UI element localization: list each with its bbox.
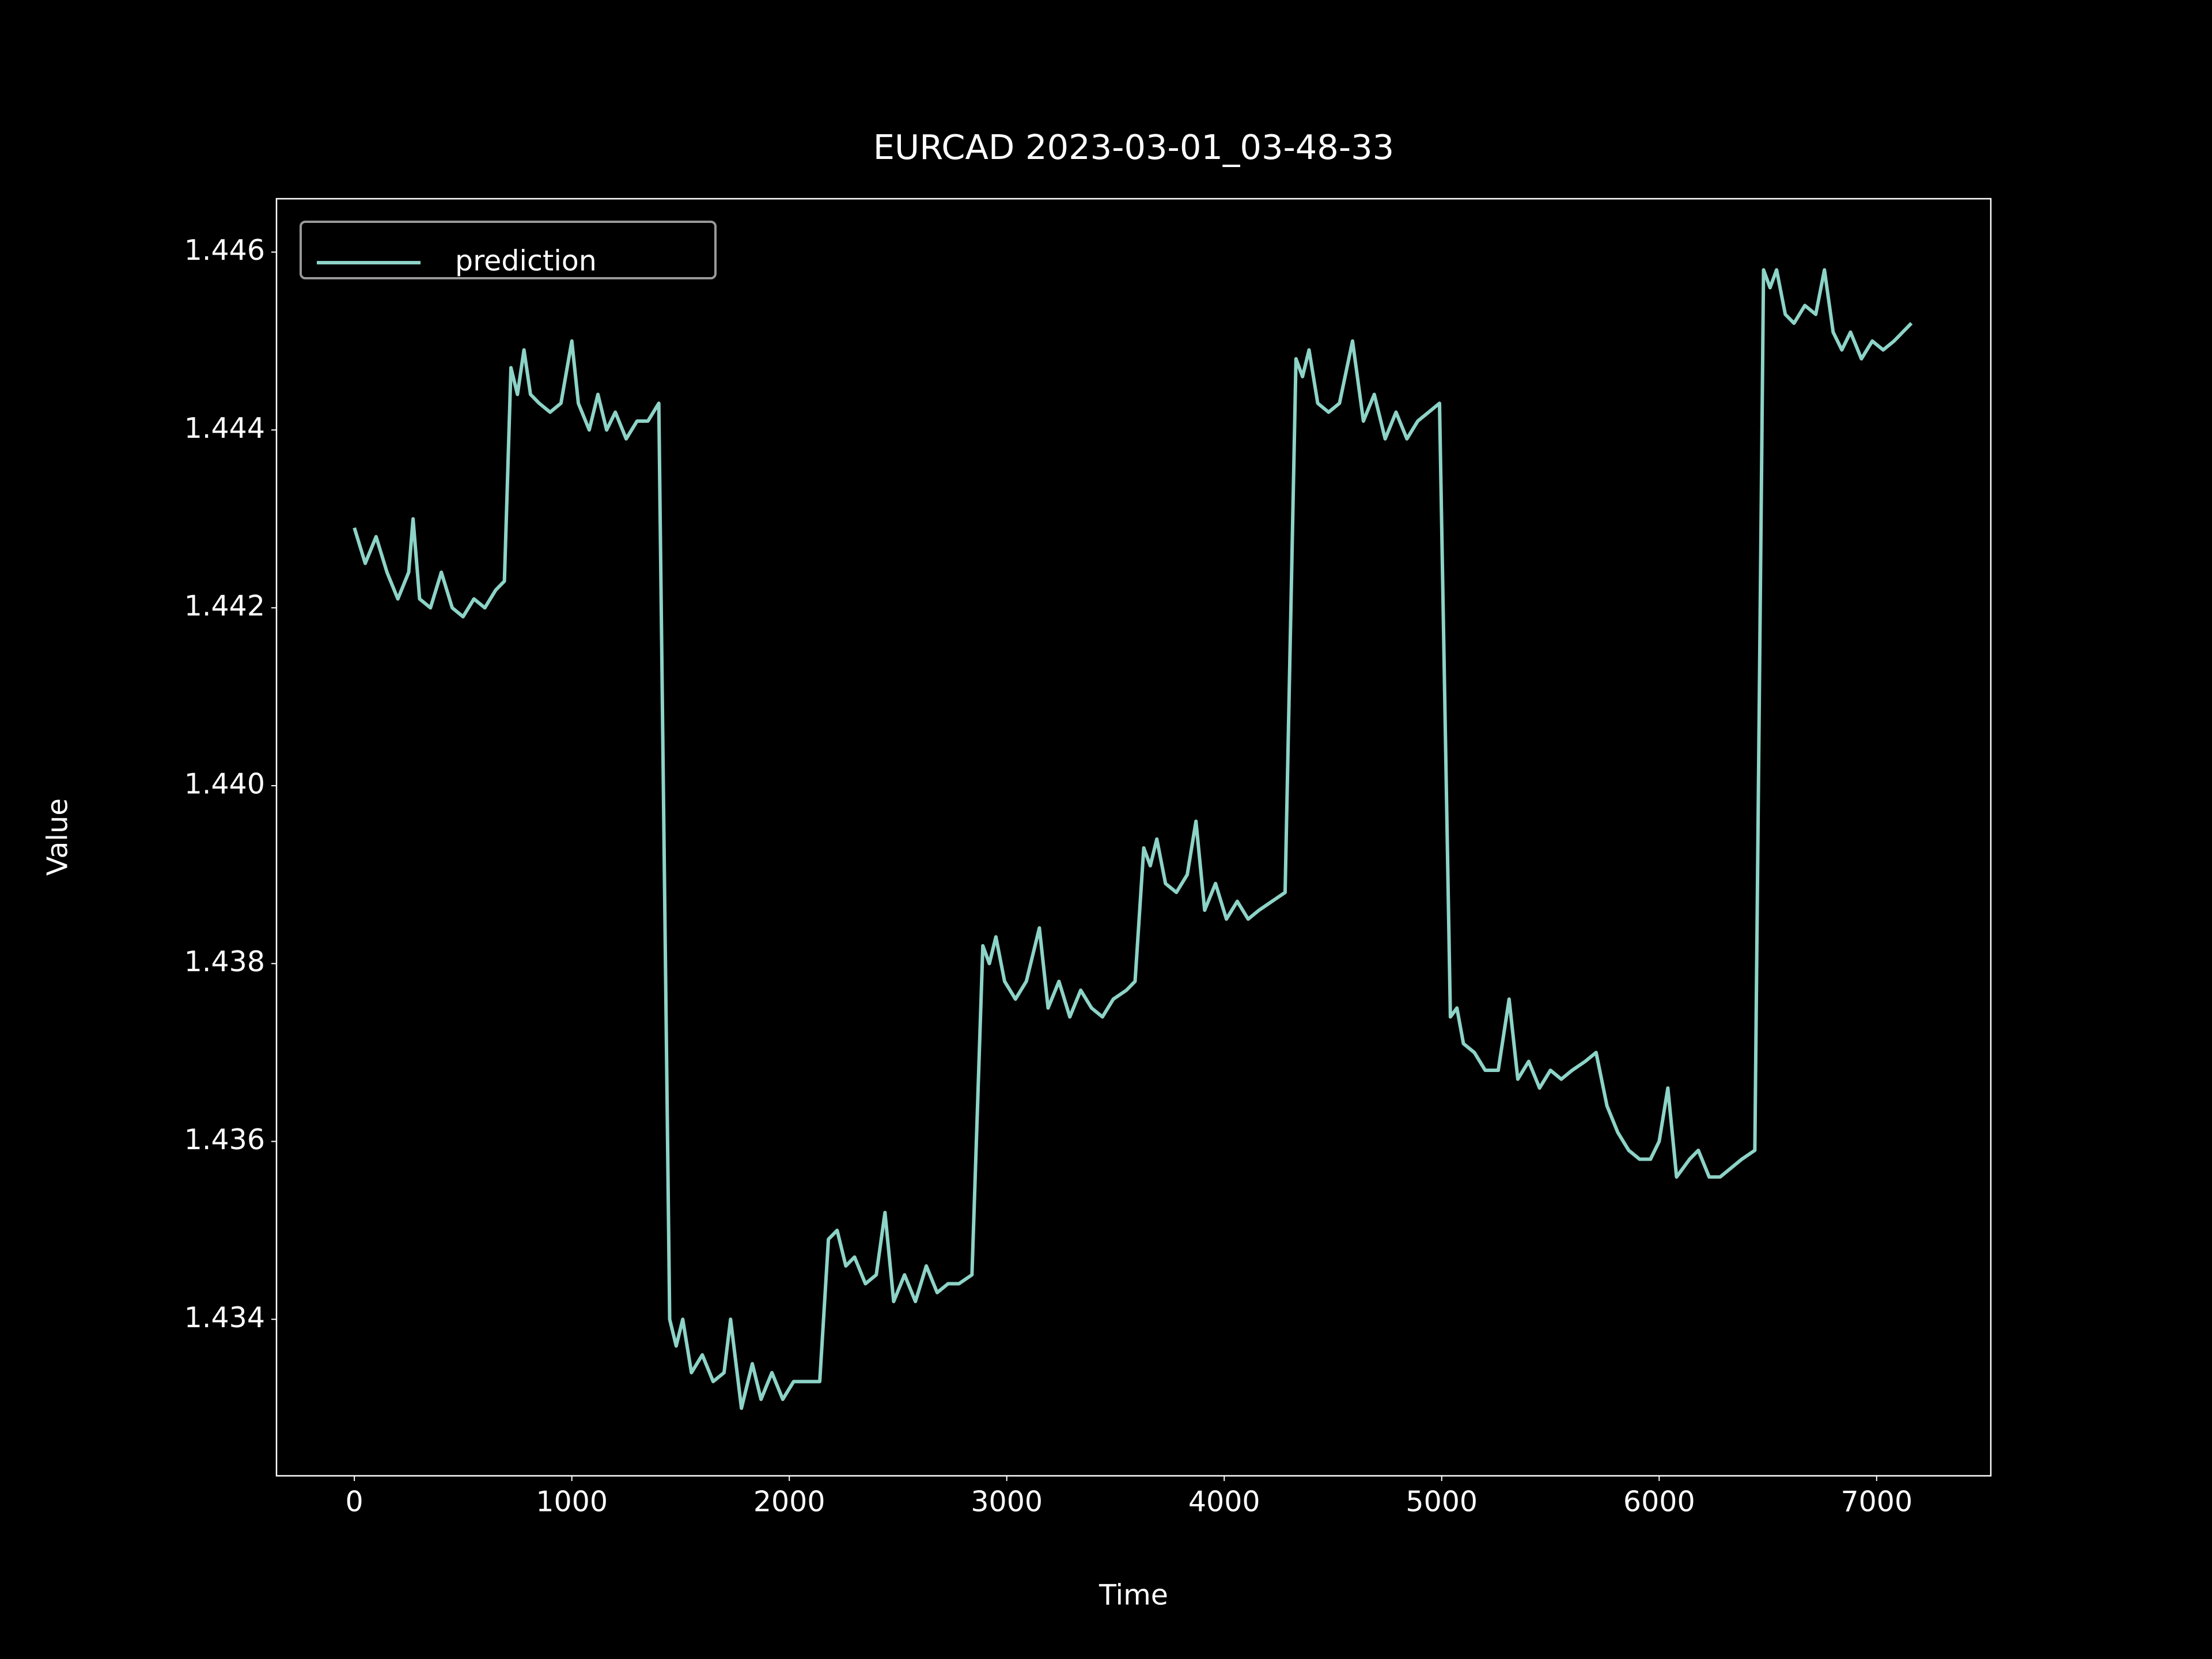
series-line (353, 268, 1913, 1410)
x-tick-label: 7000 (1840, 1486, 1912, 1518)
x-tick-label: 1000 (536, 1486, 608, 1518)
x-tick-label: 4000 (1188, 1486, 1260, 1518)
legend-label: prediction (455, 245, 597, 278)
y-tick-label: 1.436 (184, 1123, 265, 1156)
chart-title: EURCAD 2023-03-01_03-48-33 (873, 127, 1394, 167)
x-tick-label: 3000 (971, 1486, 1043, 1518)
x-tick-label: 5000 (1406, 1486, 1478, 1518)
x-tick-label: 2000 (753, 1486, 825, 1518)
axes-frame (275, 198, 1992, 1477)
x-axis-label: Time (1099, 1579, 1168, 1612)
y-tick-label: 1.434 (184, 1301, 265, 1334)
y-axis-label: Value (41, 798, 74, 876)
y-tick-label: 1.446 (184, 234, 265, 267)
y-tick-label: 1.440 (184, 767, 265, 800)
x-tick-label: 6000 (1623, 1486, 1695, 1518)
y-tick-label: 1.442 (184, 590, 265, 623)
x-tick-label: 0 (346, 1486, 363, 1518)
y-tick-label: 1.444 (184, 412, 265, 445)
y-tick-label: 1.438 (184, 945, 265, 978)
